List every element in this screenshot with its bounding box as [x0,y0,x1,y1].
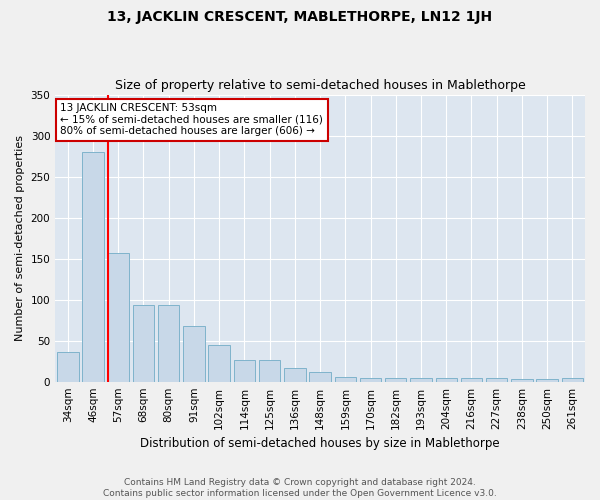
Bar [360,378,381,382]
Bar [562,378,583,382]
Bar [385,378,406,382]
Text: 13 JACKLIN CRESCENT: 53sqm
← 15% of semi-detached houses are smaller (116)
80% o: 13 JACKLIN CRESCENT: 53sqm ← 15% of semi… [61,103,323,136]
Bar [133,306,154,382]
Bar [461,378,482,382]
Bar [536,379,558,382]
Bar [259,360,280,382]
Bar [410,378,432,382]
Bar [284,368,305,382]
Bar [57,352,79,382]
Bar [335,377,356,382]
Bar [208,345,230,382]
Bar [82,152,104,382]
Bar [310,372,331,382]
Bar [183,326,205,382]
Title: Size of property relative to semi-detached houses in Mablethorpe: Size of property relative to semi-detach… [115,79,526,92]
Bar [158,306,179,382]
Text: 13, JACKLIN CRESCENT, MABLETHORPE, LN12 1JH: 13, JACKLIN CRESCENT, MABLETHORPE, LN12 … [107,10,493,24]
Bar [511,379,533,382]
Bar [233,360,255,382]
Bar [436,378,457,382]
Text: Contains HM Land Registry data © Crown copyright and database right 2024.
Contai: Contains HM Land Registry data © Crown c… [103,478,497,498]
Bar [107,253,129,382]
X-axis label: Distribution of semi-detached houses by size in Mablethorpe: Distribution of semi-detached houses by … [140,437,500,450]
Bar [486,378,508,382]
Y-axis label: Number of semi-detached properties: Number of semi-detached properties [15,135,25,341]
